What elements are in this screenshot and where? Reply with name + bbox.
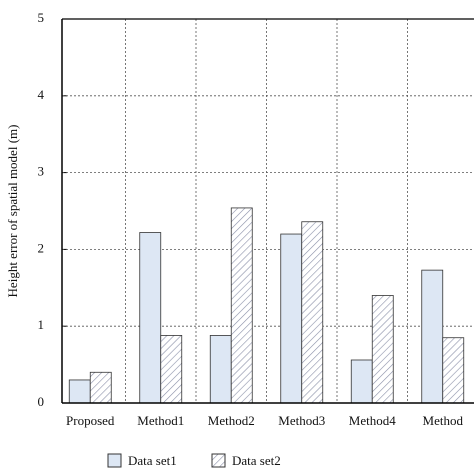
x-tick-label: Proposed [66, 413, 115, 428]
y-tick-label: 2 [38, 240, 45, 255]
y-tick-label: 5 [38, 10, 45, 25]
y-tick-label: 1 [38, 317, 45, 332]
x-tick-label: Method [423, 413, 464, 428]
bar [421, 269, 444, 404]
legend-swatch [211, 453, 226, 468]
y-axis-label: Height error of spatial model (m) [5, 125, 20, 298]
y-tick-label: 3 [38, 164, 45, 179]
bar [280, 233, 303, 404]
bar [68, 379, 91, 404]
bar [160, 335, 183, 404]
y-tick-label: 0 [38, 394, 45, 409]
legend-swatch [107, 453, 122, 468]
y-tick-label: 4 [38, 87, 45, 102]
bar [230, 207, 253, 404]
bar [371, 295, 394, 404]
bar [209, 335, 232, 404]
x-tick-label: Method1 [137, 413, 184, 428]
legend-label: Data set2 [232, 453, 281, 468]
bar [301, 221, 324, 404]
bar [350, 359, 373, 404]
bar [139, 232, 162, 404]
legend-label: Data set1 [128, 453, 177, 468]
bar [442, 337, 465, 404]
x-tick-label: Method2 [208, 413, 255, 428]
x-tick-label: Method4 [349, 413, 396, 428]
x-tick-label: Method3 [278, 413, 325, 428]
bar [89, 371, 112, 404]
